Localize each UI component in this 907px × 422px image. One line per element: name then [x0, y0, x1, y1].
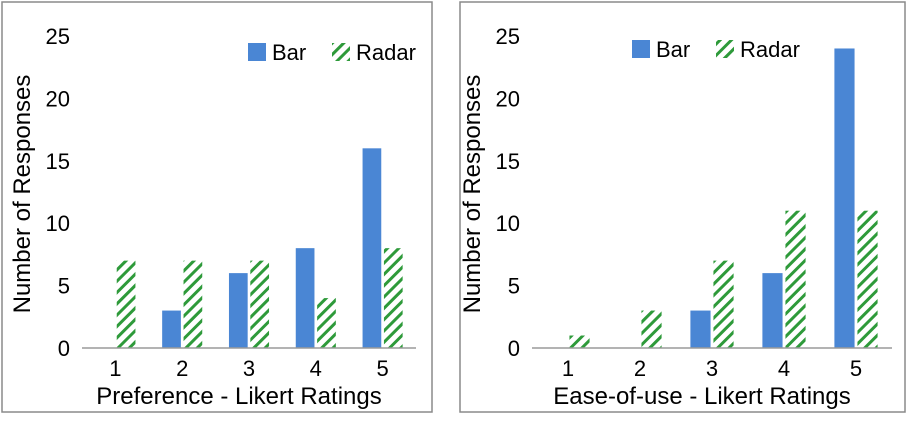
- x-tick-label: 2: [176, 356, 188, 381]
- radar-bar-1: [569, 335, 590, 348]
- y-axis-title: Number of Responses: [9, 75, 36, 314]
- x-tick-label: 2: [634, 356, 646, 381]
- y-tick-label: 0: [58, 336, 70, 361]
- legend-swatch-radar: [716, 40, 734, 58]
- bar-bar-3: [690, 310, 711, 348]
- x-tick-label: 3: [706, 356, 718, 381]
- legend-label-radar: Radar: [356, 40, 416, 65]
- legend: Bar Radar: [248, 40, 416, 65]
- y-tick-label: 20: [46, 86, 70, 111]
- y-tick-label: 10: [496, 211, 520, 236]
- panel-frame: [459, 1, 906, 413]
- x-tick-label: 5: [850, 356, 862, 381]
- radar-bar-3: [713, 260, 734, 348]
- bar-bar-2: [162, 310, 181, 348]
- y-tick-label: 0: [508, 336, 520, 361]
- radar-bar-2: [183, 260, 203, 348]
- bar-bar-4: [762, 273, 783, 348]
- y-tick-label: 5: [508, 274, 520, 299]
- radar-bar-5: [383, 248, 403, 348]
- y-tick-label: 20: [496, 86, 520, 111]
- x-tick-label: 4: [310, 356, 322, 381]
- y-tick-label: 15: [496, 149, 520, 174]
- radar-bar-2: [641, 310, 662, 348]
- legend-swatch-radar: [332, 43, 350, 61]
- x-axis-title: Preference - Likert Ratings: [96, 383, 381, 410]
- y-tick-label: 25: [46, 24, 70, 49]
- bar-bar-3: [228, 273, 248, 348]
- bar-bar-5: [834, 48, 855, 348]
- y-axis-title: Number of Responses: [459, 75, 486, 314]
- bar-bar-5: [362, 148, 382, 348]
- legend-label-bar: Bar: [656, 37, 690, 62]
- x-tick-label: 1: [109, 356, 121, 381]
- x-tick-label: 1: [562, 356, 574, 381]
- radar-bar-1: [116, 260, 136, 348]
- bar-bar-4: [295, 248, 315, 348]
- radar-bar-3: [250, 260, 270, 348]
- x-axis-title: Ease-of-use - Likert Ratings: [553, 383, 850, 410]
- legend: Bar Radar: [632, 37, 800, 62]
- legend-swatch-bar: [632, 40, 650, 58]
- y-tick-label: 15: [46, 149, 70, 174]
- legend-label-radar: Radar: [740, 37, 800, 62]
- y-tick-label: 5: [58, 274, 70, 299]
- radar-bar-4: [317, 298, 336, 348]
- legend-swatch-bar: [248, 43, 266, 61]
- y-tick-label: 10: [46, 211, 70, 236]
- radar-bar-4: [785, 210, 806, 348]
- x-tick-label: 4: [778, 356, 790, 381]
- legend-label-bar: Bar: [272, 40, 306, 65]
- x-tick-label: 5: [376, 356, 388, 381]
- y-tick-label: 25: [496, 24, 520, 49]
- panel-frame: [1, 1, 433, 413]
- x-tick-label: 3: [243, 356, 255, 381]
- radar-bar-5: [857, 210, 878, 348]
